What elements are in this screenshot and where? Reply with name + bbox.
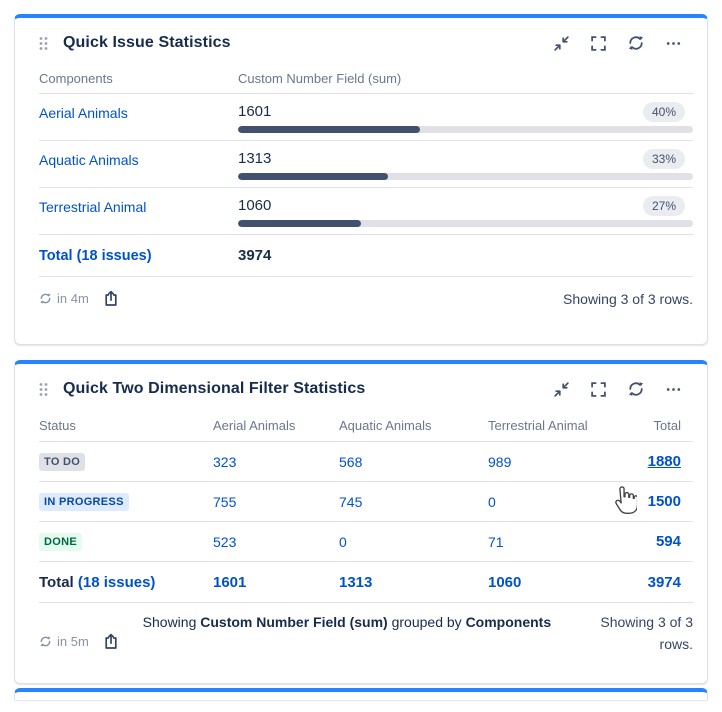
gadget-title: Quick Two Dimensional Filter Statistics [63,380,366,397]
table-row: IN PROGRESS 755 745 0 1500 [39,482,693,522]
status-badge-in-progress: IN PROGRESS [39,493,129,511]
cell-link[interactable]: 0 [339,533,347,550]
drag-handle-icon[interactable] [39,382,48,397]
progress-bar-fill [238,173,389,180]
column-header-aquatic: Aquatic Animals [339,418,432,433]
row-total-link[interactable]: 1880 [647,453,681,470]
export-icon[interactable] [103,633,119,650]
gadget-footer: in 4m Showing 3 of 3 rows. [15,277,707,307]
component-link[interactable]: Aquatic Animals [39,152,139,168]
grand-total[interactable]: 3974 [647,573,681,591]
stat-value: 1601 [238,103,272,120]
maximize-icon[interactable] [589,380,608,399]
stat-value: 1313 [238,150,272,167]
column-total[interactable]: 1601 [213,573,247,591]
total-label: Total (18 issues) [39,573,156,591]
progress-bar-fill [238,126,420,133]
column-header-custom-number-field: Custom Number Field (sum) [238,71,402,86]
column-header-components: Components [39,71,113,86]
more-icon[interactable] [664,380,683,399]
row-total-link[interactable]: 1500 [647,493,681,510]
column-total[interactable]: 1313 [339,573,373,591]
progress-bar [238,126,693,133]
export-icon[interactable] [103,290,119,307]
grouping-description: Showing Custom Number Field (sum) groupe… [142,614,552,630]
column-header-terrestrial: Terrestrial Animal [488,418,588,433]
progress-bar [238,220,693,227]
column-header-status: Status [39,418,76,433]
table-row: Aquatic Animals 1313 33% [39,141,693,188]
gadget-two-dimensional-statistics: Quick Two Dimensional Filter Statistics [14,360,708,684]
total-value: 3974 [238,247,272,264]
cell-link[interactable]: 568 [339,453,363,470]
cell-link[interactable]: 523 [213,533,237,550]
drag-handle-icon[interactable] [39,36,48,51]
cell-link[interactable]: 323 [213,453,237,470]
refresh-icon[interactable] [626,379,646,399]
total-label-link[interactable]: Total (18 issues) [39,247,152,264]
gadget-quick-issue-statistics: Quick Issue Statistics [14,14,708,345]
progress-bar-fill [238,220,361,227]
percent-badge: 27% [642,195,685,216]
stat-cell: 1601 40% [238,101,693,133]
progress-bar [238,173,693,180]
cell-link[interactable]: 71 [488,533,504,550]
cell-link[interactable]: 989 [488,453,512,470]
two-dimensional-table: Status Aerial Animals Aquatic Animals Te… [15,410,707,603]
component-link[interactable]: Aerial Animals [39,105,128,121]
column-header-aerial: Aerial Animals [213,418,296,433]
row-total-link[interactable]: 594 [655,533,681,550]
percent-badge: 40% [642,101,685,122]
refresh-countdown-icon[interactable] [39,292,52,305]
grouping-group: Components [465,614,552,630]
minimize-icon[interactable] [552,380,571,399]
cell-link[interactable]: 755 [213,493,237,510]
issue-statistics-table: Components Custom Number Field (sum) Aer… [15,64,707,277]
rows-info: Showing 3 of 3 rows. [600,614,693,652]
total-issues-link[interactable]: (18 issues) [77,573,156,591]
minimize-icon[interactable] [552,34,571,53]
gadget-header: Quick Two Dimensional Filter Statistics [15,364,707,410]
total-row: Total (18 issues) 3974 [39,235,693,277]
cell-link[interactable]: 745 [339,493,363,510]
table-row: Aerial Animals 1601 40% [39,94,693,141]
stat-cell: 1313 33% [238,148,693,180]
refresh-countdown-text: in 5m [57,634,89,649]
rows-info: Showing 3 of 3 rows. [563,290,693,307]
column-header-total: Total [653,418,681,433]
component-link[interactable]: Terrestrial Animal [39,199,147,215]
table-row: Terrestrial Animal 1060 27% [39,188,693,235]
gadget-title: Quick Issue Statistics [63,34,231,51]
stat-value: 1060 [238,197,272,214]
percent-badge: 33% [642,148,685,169]
column-total[interactable]: 1060 [488,573,522,591]
gadget-footer: in 5m Showing Custom Number Field (sum) … [15,603,707,655]
refresh-icon[interactable] [626,33,646,53]
next-gadget-top-edge [14,688,708,700]
grouping-field: Custom Number Field (sum) [200,614,388,630]
gadget-header: Quick Issue Statistics [15,18,707,64]
status-badge-todo: TO DO [39,453,86,471]
status-badge-done: DONE [39,533,82,551]
stat-cell: 1060 27% [238,195,693,227]
cell-link[interactable]: 0 [488,493,496,510]
more-icon[interactable] [664,34,683,53]
refresh-countdown-icon[interactable] [39,635,52,648]
total-row: Total (18 issues) 1601 1313 1060 3974 [39,562,693,603]
maximize-icon[interactable] [589,34,608,53]
refresh-countdown-text: in 4m [57,291,89,306]
table-row: DONE 523 0 71 594 [39,522,693,562]
table-row: TO DO 323 568 989 1880 [39,442,693,482]
